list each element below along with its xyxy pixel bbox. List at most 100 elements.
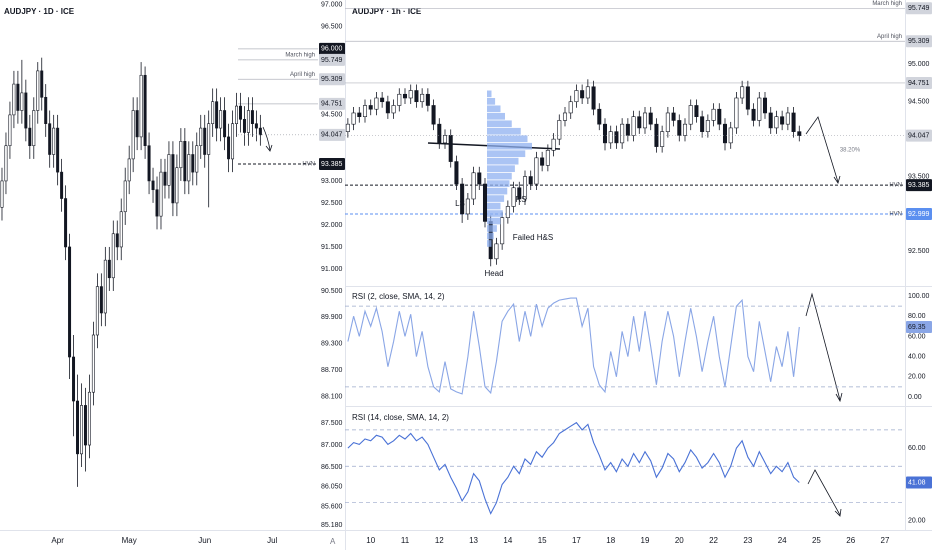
candle-body [250,110,254,124]
volume-profile-bar [487,210,503,217]
candle-body [562,112,568,121]
candle-body [167,154,171,186]
candle-body [442,135,448,144]
y-tick-label: 94.500 [908,99,930,106]
candle-body [711,108,716,121]
candle-body [183,141,187,182]
candle-body [16,83,20,111]
candle-body [551,138,556,151]
candle-body [368,105,373,110]
candle-body [52,127,56,155]
volume-profile-bar [487,225,497,232]
candle-body [107,259,111,279]
level-tag-bg [906,179,932,192]
candle-body [437,123,442,144]
candle-body [620,123,625,144]
level-tag-bg [906,208,932,221]
candle-body [345,123,350,132]
candle-body [380,97,385,103]
x-tick-label: 18 [606,536,615,545]
volume-profile-bar [487,112,505,120]
candle-body [431,105,436,125]
candle-body [231,123,235,160]
candle-body [219,110,223,129]
level-tag-bg [319,73,345,86]
candle-body [700,116,705,132]
candle-body [44,96,48,124]
arrow-head [833,175,841,184]
candle-body [242,118,246,133]
y-tick-label: 95.000 [908,61,930,68]
candle-body [207,123,211,155]
candle-body [471,172,476,200]
candle-body [40,70,44,98]
x-tick-label: 23 [743,536,752,545]
candle-body [665,112,670,132]
candle-body [246,110,250,133]
candle-body [56,127,60,173]
x-tick-label: 25 [812,536,821,545]
level-tag-bg [906,35,932,48]
level-name: April high [290,72,315,78]
candle-body [625,123,630,136]
volume-profile-bar [487,127,521,135]
candle-body [362,105,368,117]
candle-body [187,154,191,182]
candle-body [505,206,510,218]
y-tick-label: 60.00 [908,445,926,452]
candle-body [448,135,453,162]
level-tag: 96.000 [321,46,343,53]
volume-profile-bar [487,165,515,172]
candle-body [780,116,785,125]
volume-profile-bar [487,180,510,187]
candle-body [79,405,83,455]
panel-title: RSI (2, close, SMA, 14, 2) [352,292,445,301]
candle-body [374,97,379,110]
candle-body [528,176,533,185]
candle-body [477,172,482,185]
candle-body [76,400,80,455]
candle-body [425,93,430,106]
candle-body [68,246,72,358]
candle-body [660,131,665,147]
level-tag: 93.385 [908,182,930,189]
level-tag-bg [906,76,932,89]
candle-body [28,127,32,147]
candle-body [740,86,745,99]
y-tick-label: 100.00 [908,293,930,300]
candle-body [717,108,722,125]
level-name: HVN [302,162,315,168]
candle-body [734,97,739,129]
candle-body [20,92,24,111]
candle-body [203,127,207,155]
x-tick-label: Apr [51,536,64,545]
level-tag-bg [906,2,932,15]
auto-scale-icon[interactable]: A [330,537,336,546]
candle-body [8,114,12,147]
x-tick-label: 10 [366,536,375,545]
y-tick-label: 88.700 [321,367,343,374]
candle-body [351,112,356,125]
candle-body [751,108,756,121]
y-tick-label: 90.500 [321,288,343,295]
volume-profile-bar [487,105,501,113]
level-tag: 95.309 [321,76,343,83]
candle-body [258,127,262,136]
y-tick-label: 88.100 [321,393,343,400]
x-tick-label: 24 [778,536,787,545]
candle-body [32,110,36,147]
x-tick-label: 12 [435,536,444,545]
y-tick-label: 91.500 [321,244,343,251]
y-tick-label: 93.000 [321,178,343,185]
volume-profile-bar [487,240,492,247]
volume-profile-bar [487,135,528,143]
rsi-line [347,421,800,515]
candle-body [705,120,710,132]
level-tag: 95.309 [908,38,930,45]
level-tag-bg [319,97,345,110]
candle-body [179,141,183,169]
candle-body [95,286,99,336]
y-tick-label: 86.050 [321,484,343,491]
